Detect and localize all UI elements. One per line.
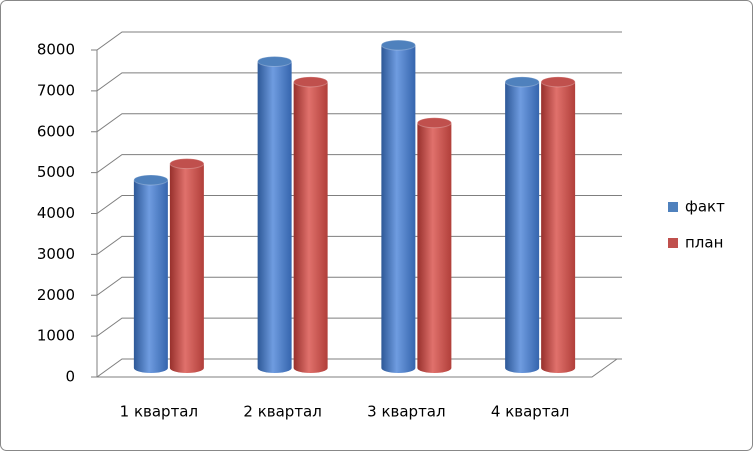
y-tick-label: 8000	[37, 41, 75, 59]
bar	[293, 81, 328, 373]
y-tick-label: 4000	[37, 204, 75, 222]
y-tick-label: 6000	[37, 122, 75, 140]
bar-top	[293, 76, 329, 88]
y-tick-label: 1000	[37, 327, 75, 345]
y-tick-label: 3000	[37, 245, 75, 263]
bar-top	[540, 76, 576, 88]
bar-top	[504, 76, 540, 88]
bar-top	[169, 158, 205, 170]
bar-top	[257, 55, 293, 67]
grid-line	[91, 113, 622, 133]
y-tick-label: 7000	[37, 81, 75, 99]
x-tick-label: 2 квартал	[243, 403, 321, 421]
x-tick-label: 4 квартал	[491, 403, 569, 421]
grid-line	[91, 276, 622, 296]
y-tick-label: 0	[65, 368, 75, 386]
x-tick-label: 1 квартал	[120, 403, 198, 421]
x-tick-label: 3 квартал	[367, 403, 445, 421]
grid-line	[91, 358, 622, 378]
grid-line	[91, 195, 622, 214]
legend-swatch	[668, 238, 678, 248]
grid-line	[91, 317, 622, 337]
y-tick-label: 2000	[37, 286, 75, 304]
bar	[541, 81, 576, 373]
bar	[417, 122, 452, 373]
bar	[505, 81, 540, 373]
bar	[169, 163, 204, 373]
bar	[381, 45, 416, 374]
bar-top	[380, 39, 416, 51]
grid-line	[91, 154, 622, 174]
legend-label: план	[685, 234, 723, 252]
legend-label: факт	[685, 198, 725, 216]
bar	[257, 61, 292, 373]
bar-top	[133, 174, 169, 186]
y-tick-label: 5000	[37, 163, 75, 181]
grid-line	[91, 235, 622, 255]
bar	[133, 179, 168, 373]
bar-top	[416, 117, 452, 129]
grid-line	[91, 72, 622, 92]
grid-line	[91, 31, 622, 51]
legend-swatch	[668, 202, 678, 212]
